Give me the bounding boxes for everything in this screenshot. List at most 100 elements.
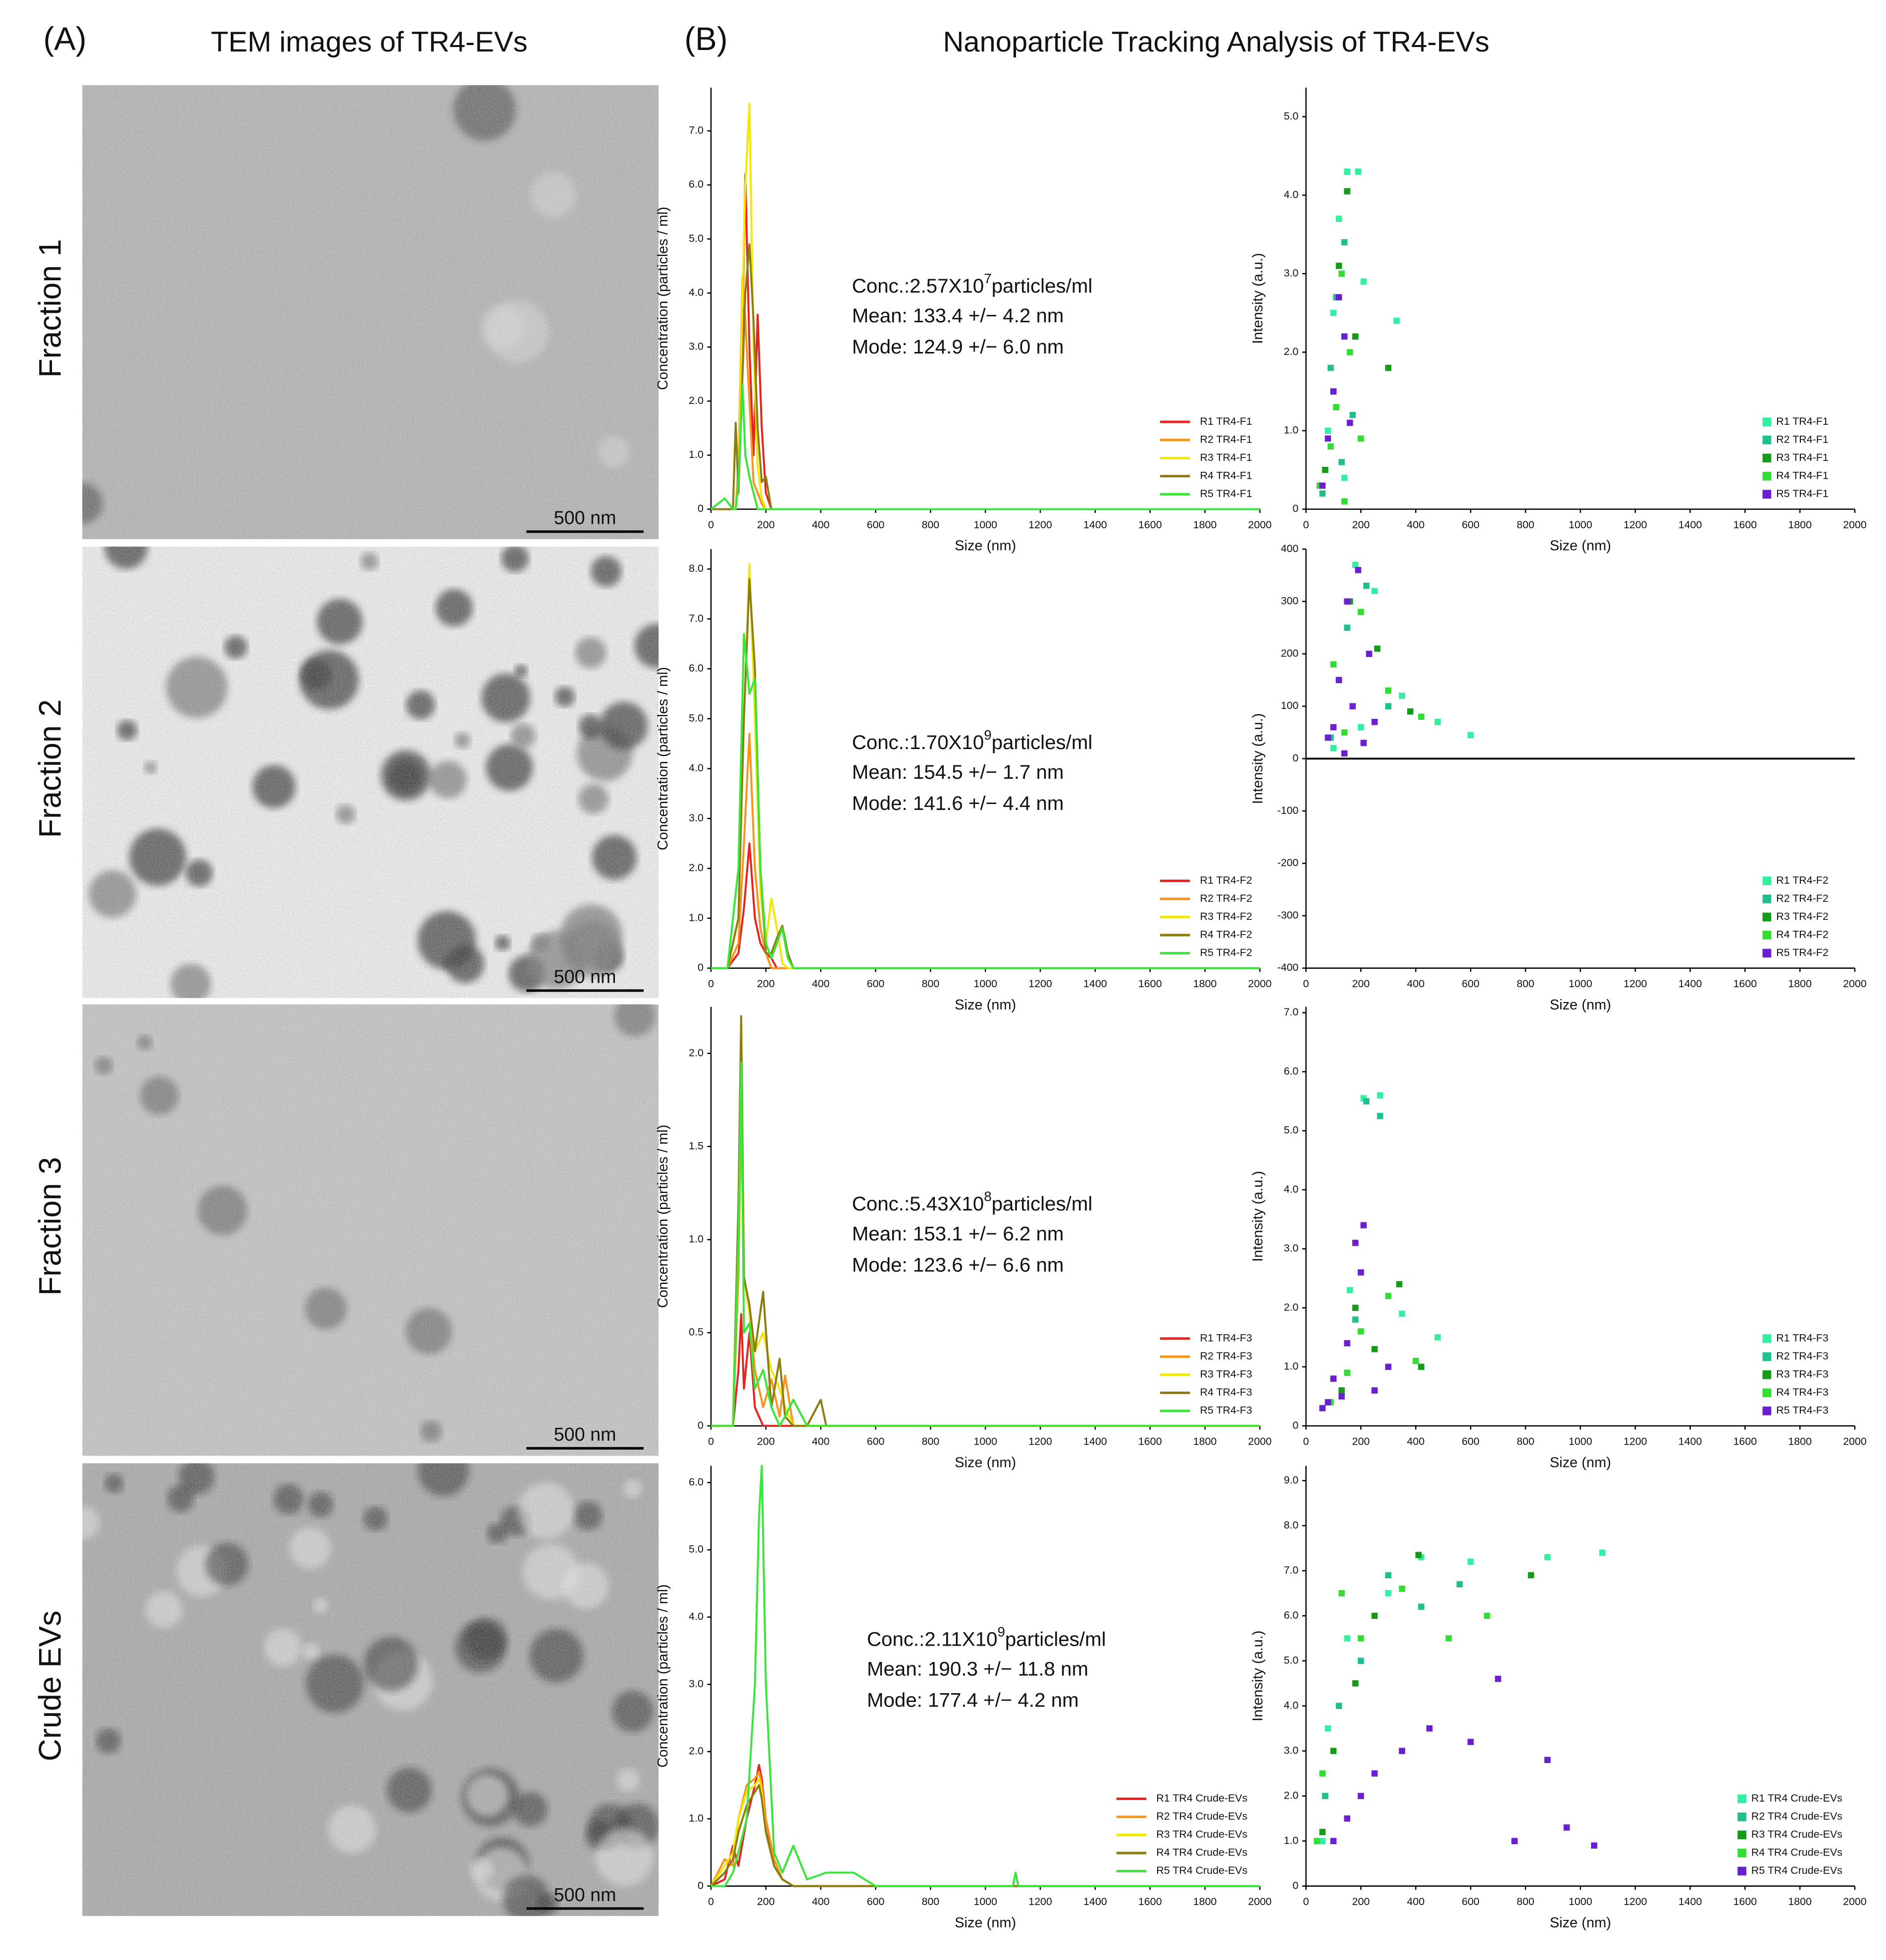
legend-label: R1 TR4 Crude-EVs: [1751, 1792, 1842, 1804]
y-tick-label: 2.0: [1284, 346, 1299, 357]
x-tick-label: 2000: [1248, 1896, 1272, 1908]
y-tick-label: 0: [1293, 503, 1299, 514]
legend-swatch: [1762, 1334, 1772, 1343]
scatter-point: [1314, 1838, 1321, 1844]
legend-swatch: [1762, 490, 1772, 499]
x-tick-label: 1200: [1624, 1436, 1647, 1448]
annotation-mode: Mode: 124.9 +/− 6.0 nm: [852, 336, 1064, 358]
scatter-point: [1319, 1770, 1326, 1777]
x-tick-label: 1000: [973, 1436, 997, 1448]
x-tick-label: 400: [812, 519, 830, 531]
tem-content: [82, 1004, 659, 1456]
scatter-point: [1360, 740, 1367, 746]
scatter-point: [1385, 1572, 1392, 1579]
y-tick-label: 400: [1281, 543, 1299, 554]
y-tick-label: 0: [1293, 752, 1299, 764]
scatter-point: [1330, 745, 1337, 752]
legend-label: R3 TR4-F2: [1776, 910, 1828, 922]
legend-label: R4 TR4-F2: [1200, 928, 1252, 940]
x-tick-label: 800: [921, 978, 939, 990]
scatter-point: [1346, 419, 1353, 426]
x-tick-label: 600: [867, 1896, 885, 1908]
x-axis-label: Size (nm): [955, 997, 1016, 1013]
x-tick-label: 200: [1352, 519, 1370, 531]
series-line: [711, 1061, 1260, 1427]
x-tick-label: 1400: [1083, 978, 1107, 990]
y-tick-label: 1.0: [689, 449, 704, 460]
y-tick-label: 5.0: [1284, 1124, 1299, 1136]
x-tick-label: 2000: [1843, 519, 1867, 531]
tem-image: 500 nm: [82, 1463, 659, 1916]
scatter-point: [1412, 1357, 1419, 1364]
scatter-point: [1358, 724, 1364, 731]
scatter-point: [1385, 1590, 1392, 1597]
scatter-point: [1335, 262, 1342, 269]
legend-label: R4 TR4-F3: [1776, 1386, 1828, 1398]
legend-label: R2 TR4-F1: [1200, 433, 1252, 445]
scale-bar-label: 500 nm: [554, 1885, 616, 1906]
scatter-point: [1467, 732, 1474, 739]
x-tick-label: 600: [867, 519, 885, 531]
x-tick-label: 1800: [1193, 1896, 1217, 1908]
scatter-point: [1330, 1838, 1337, 1844]
x-tick-label: 1000: [1569, 1436, 1592, 1448]
legend-swatch: [1762, 1370, 1772, 1379]
legend-swatch: [1762, 876, 1772, 886]
row-label: Fraction 2: [33, 700, 67, 838]
y-tick-label: 5.0: [689, 1543, 704, 1555]
scatter-point: [1330, 724, 1337, 731]
scatter-point: [1385, 687, 1392, 694]
scatter-point: [1511, 1838, 1518, 1844]
x-tick-label: 1000: [973, 978, 997, 990]
y-axis-label: Intensity (a.u.): [1250, 1171, 1266, 1262]
y-tick-label: -300: [1277, 909, 1299, 921]
legend-swatch: [1762, 1407, 1772, 1415]
x-tick-label: 1400: [1083, 1436, 1107, 1448]
x-tick-label: 1200: [1028, 978, 1052, 990]
scatter-point: [1338, 270, 1345, 277]
legend-label: R4 TR4 Crude-EVs: [1751, 1847, 1842, 1859]
scatter-point: [1445, 1635, 1452, 1642]
x-tick-label: 1800: [1193, 519, 1217, 531]
y-tick-label: 1.0: [689, 1812, 704, 1824]
y-tick-label: 3.0: [1284, 267, 1299, 279]
tem-content: [82, 85, 659, 539]
scatter-point: [1371, 1387, 1378, 1394]
scatter-point: [1335, 1703, 1342, 1709]
scatter-point: [1385, 703, 1392, 709]
x-tick-label: 0: [708, 1896, 714, 1908]
scatter-point: [1327, 443, 1334, 450]
conc-prefix: Conc.:2.57X10: [852, 275, 984, 297]
x-tick-label: 2000: [1843, 1436, 1867, 1448]
y-tick-label: 6.0: [1284, 1065, 1299, 1077]
scatter-point: [1544, 1554, 1551, 1560]
x-tick-label: 600: [1462, 1436, 1479, 1448]
legend-swatch: [1737, 1812, 1746, 1821]
x-tick-label: 1400: [1679, 519, 1702, 531]
scale-bar-label: 500 nm: [554, 508, 616, 529]
legend-swatch: [1762, 435, 1772, 445]
y-axis-label: Concentration (particles / ml): [655, 1125, 671, 1308]
scatter-point: [1322, 1793, 1328, 1799]
x-tick-label: 1400: [1679, 1436, 1702, 1448]
legend-swatch: [1762, 949, 1772, 958]
row-label: Crude EVs: [33, 1610, 67, 1761]
legend-label: R5 TR4-F2: [1776, 947, 1828, 958]
series-line: [711, 1464, 1260, 1887]
conc-suffix: particles/ml: [992, 1193, 1093, 1215]
legend-swatch: [1762, 894, 1772, 904]
tem-grain: [82, 1463, 659, 1916]
scatter-point: [1319, 1829, 1326, 1835]
legend-label: R2 TR4 Crude-EVs: [1156, 1810, 1247, 1822]
scatter-point: [1344, 168, 1351, 175]
annotation-mode: Mode: 141.6 +/− 4.4 nm: [852, 792, 1064, 814]
legend-label: R1 TR4-F1: [1776, 415, 1828, 427]
legend-label: R4 TR4 Crude-EVs: [1156, 1847, 1247, 1859]
panel-b-label: (B): [684, 21, 727, 57]
tem-grain: [82, 85, 659, 539]
scatter-point: [1456, 1581, 1463, 1588]
scatter-point: [1426, 1725, 1433, 1732]
scatter-point: [1495, 1675, 1501, 1682]
scatter-point: [1319, 490, 1326, 497]
y-tick-label: 4.0: [689, 1610, 704, 1622]
